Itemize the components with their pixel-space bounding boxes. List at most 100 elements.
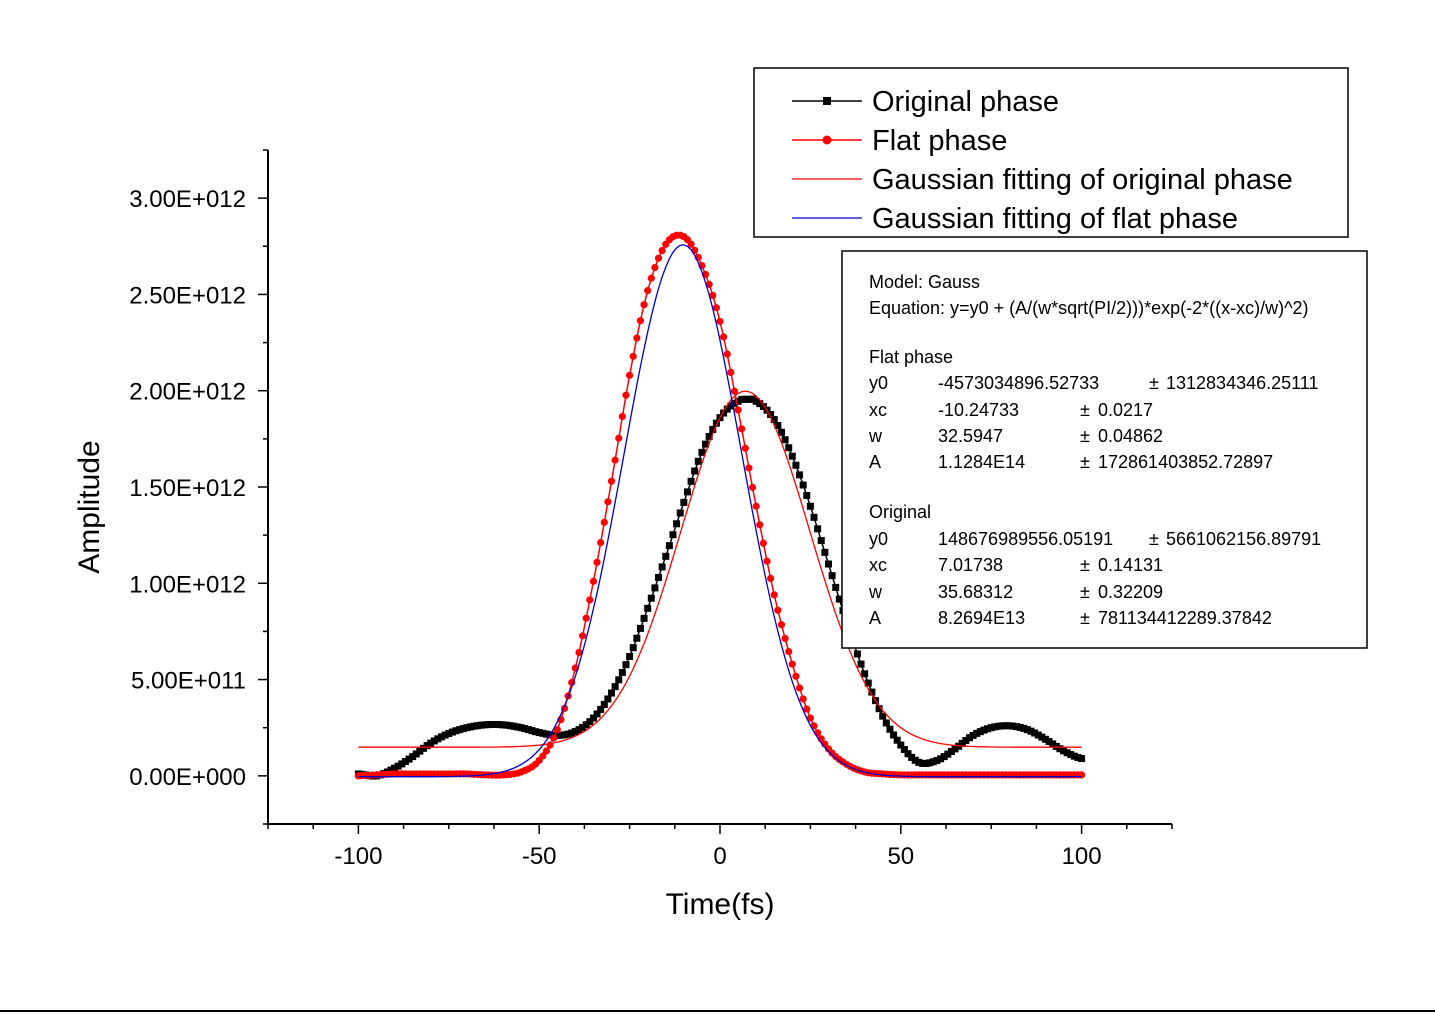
data-point — [741, 395, 749, 403]
x-tick-label: 100 — [1062, 843, 1102, 870]
fit-param-name: xc — [869, 555, 887, 575]
data-point — [676, 509, 684, 517]
data-point — [600, 700, 608, 708]
data-point — [1070, 752, 1078, 760]
data-point — [698, 448, 706, 456]
data-point — [1049, 740, 1057, 748]
data-point — [770, 591, 778, 599]
data-point — [723, 405, 731, 413]
data-point — [712, 304, 720, 312]
data-point — [966, 734, 974, 742]
data-point — [409, 753, 417, 761]
fit-param-pm: ± — [1080, 608, 1090, 628]
fit-box-frame — [841, 250, 1368, 649]
data-point — [1031, 729, 1039, 737]
data-point — [940, 753, 948, 761]
data-point — [879, 712, 887, 720]
y-tick-label: 1.50E+012 — [129, 475, 246, 502]
data-point — [542, 730, 550, 738]
data-point — [633, 634, 641, 642]
y-tick-label: 1.00E+012 — [129, 571, 246, 598]
y-tick-label: 5.00E+011 — [131, 668, 246, 695]
data-point — [477, 721, 485, 729]
y-tick-label: 2.50E+012 — [129, 282, 246, 309]
fit-param-pm: ± — [1080, 582, 1090, 602]
data-point — [597, 705, 605, 713]
data-point — [492, 720, 500, 728]
y-tick-label: 0.00E+000 — [129, 764, 246, 791]
data-point — [781, 436, 789, 444]
data-point — [777, 428, 785, 436]
fit-param-pm: ± — [1080, 452, 1090, 472]
data-point — [680, 498, 688, 506]
data-point — [774, 422, 782, 430]
data-point — [709, 291, 717, 299]
data-point — [973, 729, 981, 737]
data-point — [767, 574, 775, 583]
data-point — [806, 502, 814, 510]
fit-param-value: -4573034896.52733 — [938, 373, 1099, 393]
data-point — [864, 679, 872, 687]
data-point — [506, 722, 514, 730]
data-point — [1074, 754, 1082, 762]
data-point — [720, 333, 728, 341]
data-point — [626, 652, 634, 660]
data-point — [821, 548, 829, 556]
data-point — [607, 477, 616, 485]
data-point — [781, 634, 789, 643]
fit-group-title-flat: Flat phase — [869, 347, 953, 367]
data-point — [727, 402, 735, 410]
legend-marker-flat-phase — [822, 135, 832, 145]
data-point — [694, 457, 702, 465]
data-point — [1013, 723, 1021, 731]
data-point — [582, 614, 590, 622]
data-point — [582, 721, 590, 729]
data-point — [785, 647, 793, 656]
data-point — [655, 573, 663, 581]
data-point — [788, 660, 796, 668]
data-point — [593, 558, 601, 566]
data-point — [571, 728, 579, 736]
data-point — [427, 739, 435, 747]
data-point — [734, 406, 742, 414]
data-point — [723, 350, 731, 358]
data-point — [683, 488, 691, 496]
data-point — [687, 477, 695, 485]
data-point — [568, 729, 576, 737]
fit-param-pm: ± — [1149, 373, 1159, 393]
data-point — [665, 542, 673, 550]
x-ticks: -100 -50 0 50 100 — [267, 824, 1173, 870]
data-point — [745, 395, 753, 403]
fit-param-name: A — [869, 452, 881, 472]
data-point — [517, 724, 525, 732]
fit-param-pm: ± — [1080, 400, 1090, 420]
data-point — [687, 240, 695, 248]
data-point — [608, 689, 616, 697]
fit-param-error: 781134412289.37842 — [1098, 608, 1272, 628]
data-point — [658, 246, 666, 255]
data-point — [705, 432, 713, 440]
data-point — [918, 759, 926, 767]
fit-model: Model: Gauss — [869, 272, 980, 292]
data-point — [1002, 722, 1010, 730]
data-point — [654, 254, 663, 262]
data-point — [1067, 751, 1075, 759]
data-point — [767, 411, 775, 419]
data-point — [1041, 735, 1049, 743]
fit-param-value: 1.1284E14 — [938, 452, 1025, 472]
data-point — [709, 425, 717, 433]
data-point — [933, 756, 941, 764]
data-point — [405, 755, 413, 763]
data-point — [897, 741, 905, 749]
data-point — [495, 721, 503, 729]
data-point — [430, 737, 438, 745]
data-point — [828, 572, 836, 580]
data-point — [445, 729, 453, 737]
data-point — [752, 502, 760, 510]
data-point — [535, 729, 543, 737]
data-point — [962, 736, 970, 744]
data-point — [756, 400, 764, 408]
data-point — [651, 263, 659, 272]
data-point — [578, 632, 587, 640]
data-point — [441, 731, 449, 739]
